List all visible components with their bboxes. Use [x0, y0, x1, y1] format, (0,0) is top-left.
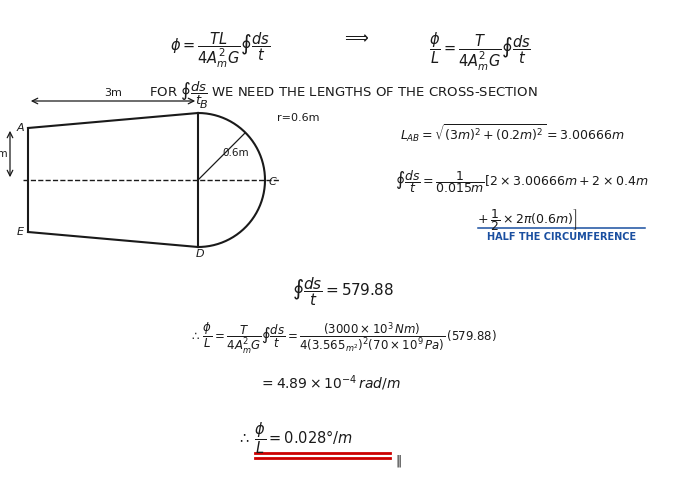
- Text: D: D: [196, 249, 204, 259]
- Text: $\oint \dfrac{ds}{t} = 579.88$: $\oint \dfrac{ds}{t} = 579.88$: [292, 275, 394, 308]
- Text: $\left. +\dfrac{1}{2}\times2\pi(0.6m)\right]$: $\left. +\dfrac{1}{2}\times2\pi(0.6m)\ri…: [475, 207, 578, 233]
- Text: $\dfrac{\phi}{L} = \dfrac{T}{4A_m^2 G} \oint \dfrac{ds}{t}$: $\dfrac{\phi}{L} = \dfrac{T}{4A_m^2 G} \…: [429, 30, 531, 73]
- Text: A: A: [16, 123, 24, 133]
- Text: $= 4.89\times10^{-4}\,rad/m$: $= 4.89\times10^{-4}\,rad/m$: [259, 373, 401, 393]
- Text: $\oint \dfrac{ds}{t} = \dfrac{1}{0.015m}\left[2\times3.00666m + 2\times0.4m\righ: $\oint \dfrac{ds}{t} = \dfrac{1}{0.015m}…: [395, 168, 649, 195]
- Text: 0.4m: 0.4m: [0, 149, 8, 159]
- Text: HALF THE CIRCUMFERENCE: HALF THE CIRCUMFERENCE: [487, 232, 636, 242]
- Text: $\therefore\,\dfrac{\phi}{L} = \dfrac{T}{4A_m^2 G}\oint\dfrac{ds}{t} = \dfrac{(3: $\therefore\,\dfrac{\phi}{L} = \dfrac{T}…: [189, 320, 497, 356]
- Text: E: E: [17, 227, 24, 237]
- Text: $\|$: $\|$: [395, 453, 402, 469]
- Text: FOR $\oint\dfrac{ds}{t}$ WE NEED THE LENGTHS OF THE CROSS-SECTION: FOR $\oint\dfrac{ds}{t}$ WE NEED THE LEN…: [148, 80, 537, 107]
- Text: $\phi = \dfrac{TL}{4A_m^2 G} \oint \dfrac{ds}{t}$: $\phi = \dfrac{TL}{4A_m^2 G} \oint \dfra…: [170, 30, 270, 70]
- Text: $L_{AB} = \sqrt{(3m)^2 + (0.2m)^2} = 3.00666m$: $L_{AB} = \sqrt{(3m)^2 + (0.2m)^2} = 3.0…: [400, 122, 624, 144]
- Text: B: B: [200, 100, 207, 110]
- Text: $\therefore\,\dfrac{\phi}{L} = 0.028\degree/m$: $\therefore\,\dfrac{\phi}{L} = 0.028\deg…: [237, 420, 353, 455]
- Text: C: C: [269, 177, 277, 187]
- Text: r=0.6m: r=0.6m: [277, 113, 319, 123]
- Text: $\Longrightarrow$: $\Longrightarrow$: [341, 28, 369, 46]
- Text: 3m: 3m: [104, 88, 122, 98]
- Text: 0.6m: 0.6m: [222, 148, 249, 158]
